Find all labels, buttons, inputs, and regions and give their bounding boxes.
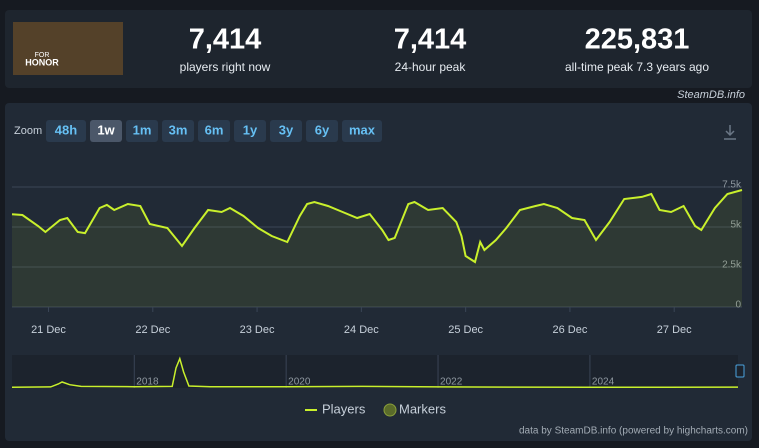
x-tick-label: 27 Dec: [657, 324, 692, 336]
line: [11, 189, 743, 264]
y-tick-label: 5k: [730, 220, 742, 231]
icon-stroke: [725, 130, 735, 137]
y-tick-label: 0: [735, 300, 741, 311]
zoom-button-label: max: [349, 122, 376, 137]
navigator-tick-label: 2018: [136, 377, 159, 388]
source: SteamDB.info: [677, 89, 745, 101]
zoom-button[interactable]: [90, 120, 122, 142]
stat-label: 24-hour peak: [395, 60, 467, 74]
zoom-button[interactable]: [46, 120, 86, 142]
x-tick-label: 21 Dec: [31, 324, 66, 336]
zoom-button[interactable]: [342, 120, 382, 142]
navigator-bg: [12, 355, 738, 388]
area: [12, 190, 742, 307]
logo-shade: [13, 22, 123, 75]
legend-label: Players: [322, 401, 366, 416]
navigator-tick-label: 2020: [288, 377, 311, 388]
zoom-button-label: 1w: [97, 122, 115, 137]
navigator-tick-label: 2024: [592, 377, 615, 388]
stats-panel: [5, 10, 752, 88]
zoom-button[interactable]: [126, 120, 158, 142]
y-tick-label: 7.5k: [722, 180, 742, 191]
zoom-button-label: 1m: [133, 122, 152, 137]
zoom-button[interactable]: [306, 120, 338, 142]
legend-marker: [383, 403, 397, 417]
stat-label: all-time peak 7.3 years ago: [565, 60, 709, 74]
stat-value: 7,414: [189, 24, 262, 56]
zoom-button[interactable]: [198, 120, 230, 142]
stat-label: players right now: [180, 60, 271, 74]
navigator-handle[interactable]: [735, 364, 745, 378]
zoom-button[interactable]: [270, 120, 302, 142]
zoom-button-label: 48h: [55, 122, 77, 137]
logo-text: FOR: [35, 52, 50, 59]
line: [11, 356, 739, 389]
zoom-button-label: 3m: [169, 122, 188, 137]
zoom-label: Zoom: [14, 125, 42, 137]
zoom-button-label: 1y: [243, 122, 258, 137]
x-tick-label: 25 Dec: [448, 324, 483, 336]
x-tick-label: 22 Dec: [135, 324, 170, 336]
zoom-button[interactable]: [162, 120, 194, 142]
zoom-button-label: 3y: [279, 122, 294, 137]
navigator-tick-label: 2022: [440, 377, 463, 388]
credit: data by SteamDB.info (powered by highcha…: [519, 426, 748, 437]
y-tick-label: 2.5k: [722, 260, 742, 271]
legend-label: Markers: [399, 401, 446, 416]
download-icon[interactable]: [724, 125, 736, 140]
zoom-button-label: 6m: [205, 122, 224, 137]
x-tick-label: 23 Dec: [240, 324, 275, 336]
stat-value: 7,414: [394, 24, 467, 56]
zoom-button[interactable]: [234, 120, 266, 142]
stat-value: 225,831: [585, 24, 690, 56]
logo-text: HONOR: [25, 57, 59, 67]
x-tick-label: 26 Dec: [552, 324, 587, 336]
zoom-button-label: 6y: [315, 122, 330, 137]
game-logo: [13, 22, 123, 75]
x-tick-label: 24 Dec: [344, 324, 379, 336]
